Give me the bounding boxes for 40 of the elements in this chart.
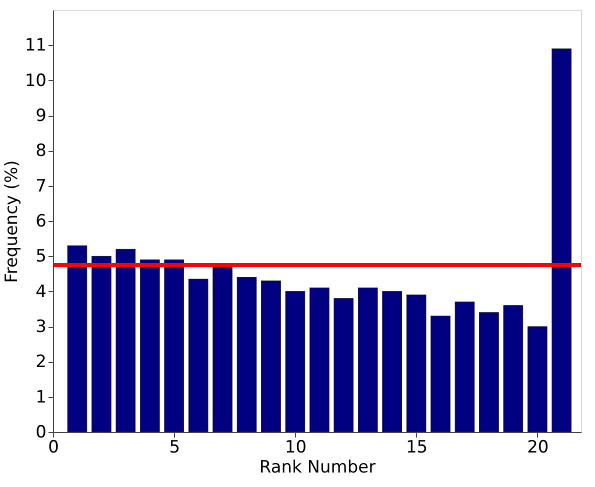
y-tick-label: 8: [36, 141, 46, 162]
bar: [164, 259, 184, 432]
y-tick-label: 0: [36, 422, 46, 442]
x-tick-label: 10: [284, 438, 307, 458]
bar: [285, 291, 306, 432]
x-tick-label: 5: [169, 438, 180, 458]
y-tick-label: 10: [24, 70, 46, 91]
bar: [67, 245, 88, 432]
bar: [527, 326, 548, 432]
y-tick-label: 4: [36, 282, 46, 302]
bar: [92, 256, 112, 432]
x-tick-label: 0: [48, 438, 59, 458]
bar: [140, 259, 160, 432]
y-tick-label: 2: [36, 352, 46, 372]
bar: [552, 48, 572, 432]
bar: [188, 278, 208, 432]
y-tick-label: 3: [36, 317, 46, 337]
bar: [334, 298, 354, 432]
y-axis-title: Frequency (%): [2, 160, 22, 283]
bar: [454, 302, 475, 432]
bar: [382, 291, 402, 432]
y-tick-label: 1: [36, 387, 46, 408]
y-tick-label: 5: [36, 246, 46, 267]
bar: [430, 316, 450, 432]
bar: [479, 312, 499, 432]
bar: [261, 280, 281, 432]
y-tick-label: 9: [36, 106, 46, 126]
x-axis-title: Rank Number: [259, 458, 376, 478]
bar: [358, 288, 378, 432]
y-tick-label: 11: [24, 36, 46, 56]
y-tick-label: 7: [36, 176, 46, 196]
bar: [309, 288, 330, 432]
x-tick-label: 20: [527, 438, 549, 458]
bar: [212, 266, 232, 432]
bar: [236, 277, 257, 432]
x-tick-label: 15: [406, 438, 428, 458]
bar: [406, 294, 426, 432]
bar: [503, 305, 524, 432]
bar: [116, 248, 136, 432]
y-tick-label: 6: [36, 212, 46, 232]
